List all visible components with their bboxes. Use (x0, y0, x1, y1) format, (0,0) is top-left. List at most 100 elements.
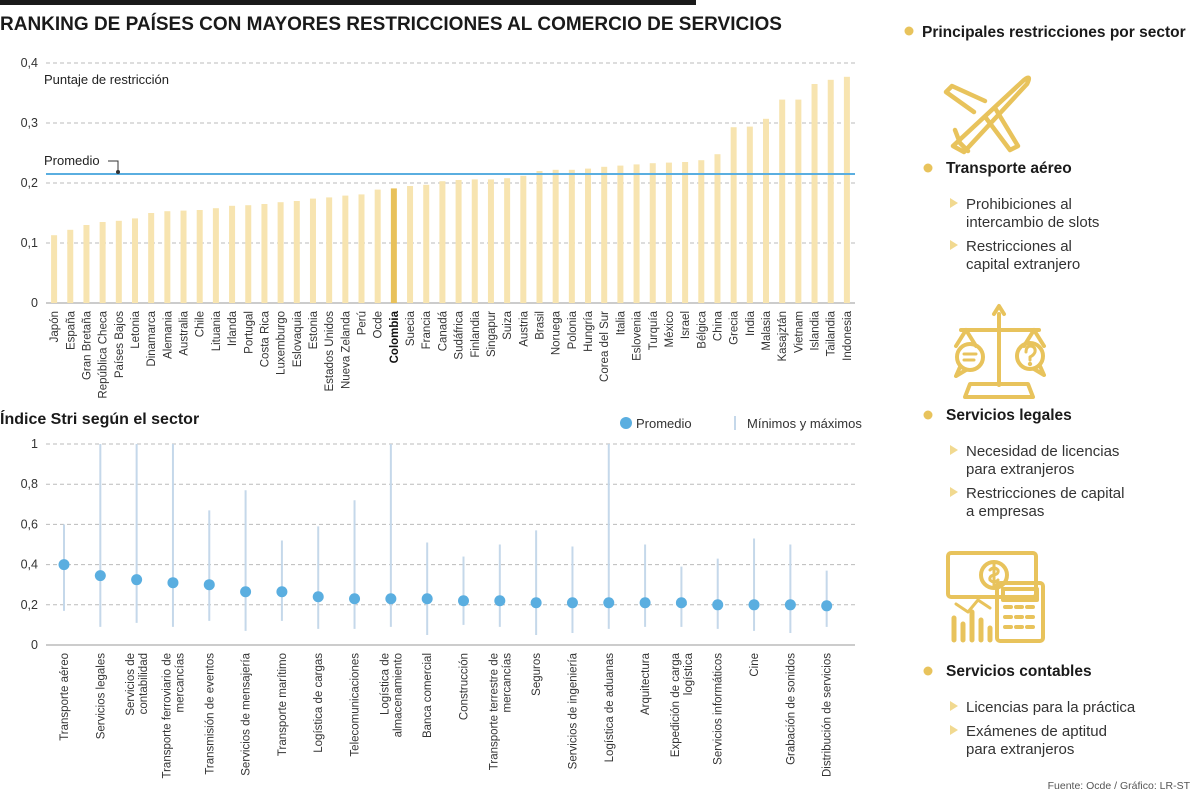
bar-irlanda (229, 205, 236, 303)
x-tick-label: Corea del Sur (599, 311, 611, 382)
bar-eslovaquia (293, 201, 300, 303)
x-tick-label: Arquitectura (640, 652, 652, 715)
y-tick-label: 0,4 (21, 558, 38, 572)
bar-estados-unidos (326, 197, 333, 303)
x-tick-label: Eslovenia (632, 310, 644, 360)
average-dot (94, 570, 106, 582)
bar-perú (358, 194, 365, 303)
y-tick-label: 0 (31, 296, 38, 310)
x-tick-label: Logística de (379, 653, 391, 715)
average-dot (603, 597, 615, 609)
bar-indonesia (843, 76, 850, 303)
x-tick-label: Transporte terrestre de (488, 653, 500, 770)
bar-chile (196, 210, 203, 303)
bar-eslovenia (633, 164, 640, 303)
y-tick-label: 0,6 (21, 517, 38, 531)
x-tick-label: Singapur (486, 311, 498, 357)
average-leader-dot (116, 170, 120, 174)
x-tick-label: Construcción (459, 653, 471, 720)
x-tick-label: Banca comercial (422, 653, 434, 738)
average-dot (276, 586, 288, 598)
bar-ocde (374, 189, 381, 303)
country-bar-chart: 0 0,1 0,2 0,3 0,4 Japón España Gran Bretaña Repú… (21, 56, 855, 399)
bar-vietnam (795, 99, 802, 303)
y-tick-label: 0,1 (21, 236, 38, 250)
x-tick-label: España (65, 310, 77, 350)
x-tick-label: Turquía (648, 310, 660, 350)
x-tick-label: Servicios informáticos (713, 653, 725, 765)
average-dot (675, 597, 687, 609)
x-tick-label: mercancías (174, 653, 186, 713)
x-tick-label: Islandia (810, 310, 822, 350)
money-calculator-icon (946, 551, 1045, 643)
sector-chart-title: Índice Stri según el sector (0, 409, 199, 428)
x-tick-label: Servicios de mensajería (241, 652, 253, 775)
x-tick-label: Noruega (551, 310, 563, 355)
x-tick-label: Hungría (583, 310, 595, 352)
bar-hungría (585, 168, 592, 303)
section-bullet (923, 410, 933, 420)
section-bullet (923, 666, 933, 676)
x-tick-label: Brasil (534, 311, 546, 340)
x-tick-label: Austria (518, 310, 530, 346)
bar-grecia (730, 127, 737, 303)
x-tick-label: Logística de aduanas (604, 653, 616, 763)
section-item: capital extranjero (966, 256, 1080, 273)
y-tick-label: 0,4 (21, 56, 38, 70)
bar-costa-rica (261, 204, 268, 303)
average-dot (712, 599, 724, 611)
average-dot (167, 577, 179, 589)
x-tick-label: Colombia (389, 310, 401, 363)
bar-islandia (811, 84, 818, 303)
legend-range: Mínimos y máximos (747, 416, 862, 431)
scales-of-justice-icon (954, 304, 1046, 399)
average-dot (784, 599, 796, 611)
x-tick-label: Eslovaquia (292, 310, 304, 367)
sector-range-chart: 0 0,2 0,4 0,6 0,8 1 Transporte aéreo Servicios … (21, 437, 855, 779)
average-label: Promedio (44, 153, 100, 168)
section-title: Transporte aéreo (946, 160, 1072, 177)
x-tick-label: Expedición de carga (670, 652, 682, 757)
average-dot (494, 595, 506, 607)
bar-colombia (390, 188, 397, 303)
x-tick-label: República Checa (98, 310, 110, 398)
bar-canadá (439, 181, 446, 303)
sidebar: Principales restricciones por sector (904, 24, 1186, 758)
y-tick-label: 0 (31, 638, 38, 652)
x-tick-label: Suecia (405, 310, 417, 346)
sidebar-heading-bullet (904, 26, 914, 36)
bar-lituania (212, 208, 219, 303)
x-tick-label: Israel (680, 311, 692, 339)
x-tick-label: Vietnam (793, 311, 805, 353)
bar-méxico (665, 162, 672, 303)
x-tick-label: Transporte marítimo (277, 653, 289, 756)
bar-corea-del-sur (601, 166, 608, 303)
x-tick-label: Irlanda (227, 310, 239, 346)
x-tick-label: Lituania (211, 310, 223, 351)
x-tick-label: Sudáfrica (454, 310, 466, 359)
bar-polonia (568, 169, 575, 303)
bar-sudáfrica (455, 180, 462, 303)
section-bullet (923, 163, 933, 173)
bar-dinamarca (148, 213, 155, 303)
item-bullet (950, 487, 958, 497)
x-tick-label: Polonia (567, 310, 579, 349)
x-tick-label: México (664, 311, 676, 347)
bar-países-bajos (115, 220, 122, 303)
x-tick-label: Distribución de servicios (822, 653, 834, 777)
bar-portugal (245, 205, 252, 303)
x-tick-label: Francia (421, 310, 433, 349)
legend-dot-average (620, 417, 632, 429)
legend-average: Promedio (636, 416, 692, 431)
x-tick-label: Logística de cargas (313, 653, 325, 753)
section-item: para extranjeros (966, 741, 1074, 758)
section-item: Restricciones al (966, 238, 1072, 255)
section-item: Licencias para la práctica (966, 699, 1136, 716)
x-tick-label: China (712, 310, 724, 341)
x-tick-label: India (745, 310, 757, 336)
section-item: Exámenes de aptitud (966, 723, 1107, 740)
bar-bélgica (698, 160, 705, 303)
x-tick-label: Servicios de (125, 653, 137, 716)
bar-suiza (504, 178, 511, 303)
y-tick-label: 0,2 (21, 176, 38, 190)
